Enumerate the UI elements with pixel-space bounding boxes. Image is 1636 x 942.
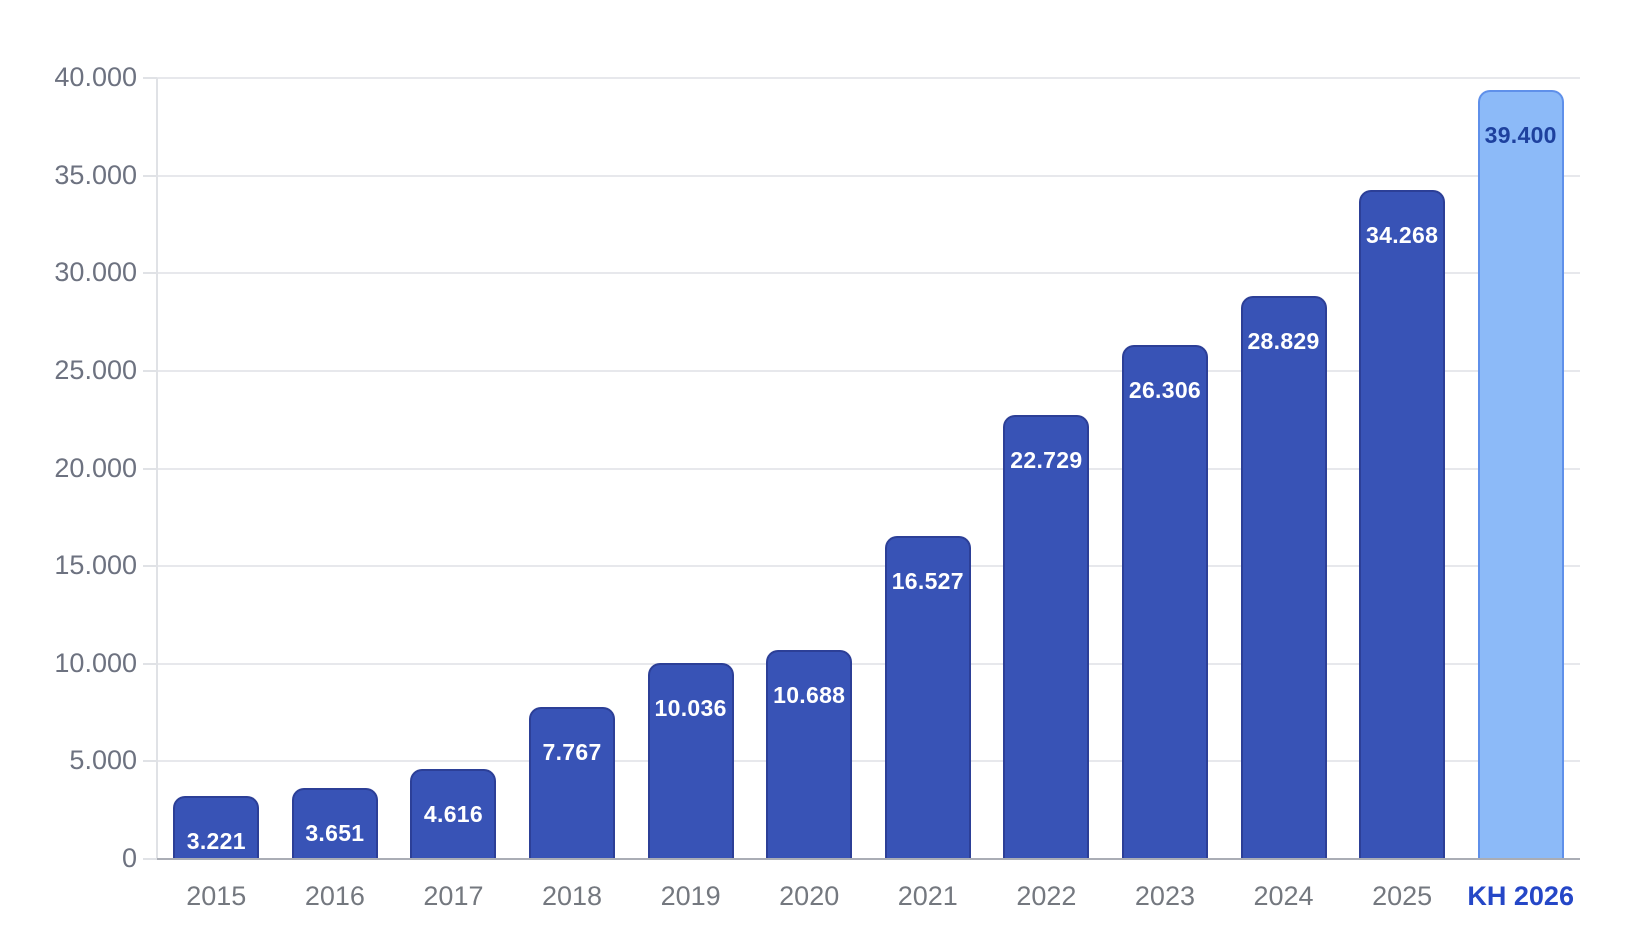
- y-axis-tick-label: 0: [121, 843, 137, 873]
- x-axis-label-2019: 2019: [660, 881, 721, 911]
- bar-2022: 22.729: [1003, 415, 1090, 859]
- bar-2023: 26.306: [1121, 345, 1208, 859]
- y-tick-mark: [143, 369, 157, 372]
- gridline-5.000: [157, 760, 1580, 763]
- x-axis-label-2018: 2018: [541, 881, 603, 911]
- bar-2016: 3.651: [291, 787, 378, 859]
- y-axis-tick-label: 20.000: [54, 452, 137, 483]
- bar-value-label: 3.221: [186, 828, 246, 855]
- x-axis-label-2025: 2025: [1372, 881, 1433, 911]
- bar-2020: 10.688: [766, 650, 853, 859]
- y-tick-mark: [143, 858, 157, 860]
- y-axis-tick-label: 30.000: [54, 257, 137, 288]
- bar-2017: 4.616: [410, 768, 497, 859]
- bar-2019: 10.036: [647, 663, 734, 859]
- bar-value-label: 22.729: [1010, 447, 1083, 474]
- bar-value-label: 26.306: [1128, 377, 1202, 404]
- gridline-25.000: [157, 369, 1580, 372]
- x-axis-label-2023: 2023: [1134, 881, 1195, 911]
- gridline-30.000: [157, 272, 1580, 275]
- y-tick-mark: [143, 662, 157, 665]
- x-axis-line: [157, 858, 1580, 860]
- y-tick-mark: [143, 174, 157, 177]
- bar-value-label: 7.767: [542, 739, 602, 766]
- y-tick-mark: [143, 77, 157, 79]
- bar-2015: 3.221: [173, 796, 260, 859]
- y-axis-tick-label: 40.000: [54, 62, 137, 92]
- y-axis-tick-label: 10.000: [54, 647, 137, 678]
- bar-value-label: 10.036: [654, 695, 727, 722]
- y-tick-mark: [143, 565, 157, 568]
- x-axis-label-2017: 2017: [423, 881, 484, 911]
- x-axis-label-kh-2026: KH 2026: [1467, 881, 1574, 911]
- bar-value-label: 16.527: [891, 568, 964, 595]
- x-axis-label-2022: 2022: [1016, 881, 1077, 911]
- y-axis-tick-label: 25.000: [54, 354, 137, 385]
- bar-2025: 34.268: [1359, 189, 1446, 859]
- bar-value-label: 3.651: [305, 819, 365, 846]
- x-axis-label-2015: 2015: [186, 881, 247, 911]
- bar-value-label: 28.829: [1247, 328, 1320, 355]
- bar-kh-2026: 39.400: [1477, 89, 1564, 859]
- bar-value-label: 34.268: [1366, 221, 1439, 248]
- y-axis-tick-label: 35.000: [54, 159, 137, 190]
- y-axis-line: [156, 78, 158, 859]
- x-axis-label-2024: 2024: [1253, 881, 1314, 911]
- bar-2018: 7.767: [529, 707, 616, 859]
- gridline-20.000: [157, 467, 1580, 470]
- gridline-35.000: [157, 174, 1580, 177]
- bar-value-label: 4.616: [423, 800, 483, 827]
- bar-2021: 16.527: [884, 536, 971, 859]
- y-axis-tick-label: 5.000: [69, 745, 137, 776]
- gridline-10.000: [157, 662, 1580, 665]
- y-tick-mark: [143, 760, 157, 763]
- x-axis-label-2016: 2016: [304, 881, 365, 911]
- gridline-40.000: [157, 77, 1580, 79]
- bar-value-label: 39.400: [1484, 121, 1557, 148]
- y-tick-mark: [143, 467, 157, 470]
- y-axis-tick-label: 15.000: [54, 550, 137, 581]
- gridline-15.000: [157, 565, 1580, 568]
- bar-value-label: 10.688: [773, 682, 846, 709]
- bar-2024: 28.829: [1240, 296, 1327, 859]
- y-tick-mark: [143, 272, 157, 275]
- x-axis-label-2021: 2021: [897, 881, 958, 911]
- x-axis-label-2020: 2020: [779, 881, 840, 911]
